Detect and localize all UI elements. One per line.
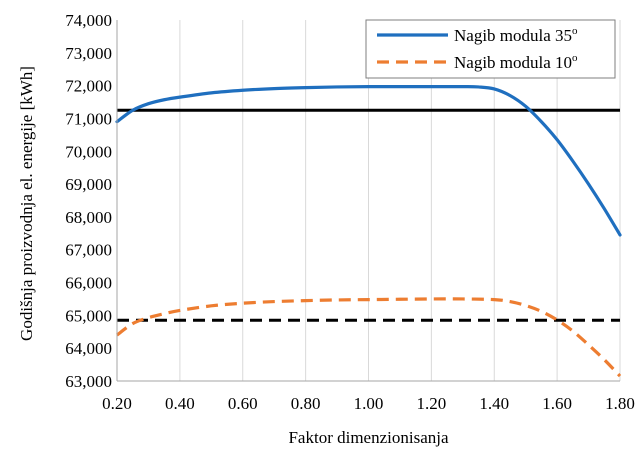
legend-label-series-1: Nagib modula 35o: [454, 25, 578, 45]
y-tick-label: 64,000: [65, 339, 112, 358]
x-tick-label: 1.20: [417, 394, 447, 413]
series-line-2: [116, 297, 622, 378]
legend-label-series-2-name: Nagib modula 10: [454, 53, 572, 72]
y-tick-label: 71,000: [65, 109, 112, 128]
y-tick-label: 67,000: [65, 241, 112, 260]
x-tick-label: 1.00: [354, 394, 384, 413]
y-tick-label: 69,000: [65, 175, 112, 194]
x-tick-label: 0.60: [228, 394, 258, 413]
y-axis-ticks: 63,000 64,000 65,000 66,000 67,000 68,000 69,0…: [65, 11, 112, 391]
reference-lines: [117, 108, 620, 322]
x-tick-label: 0.40: [165, 394, 195, 413]
series-lines: [115, 84, 622, 378]
legend-box: [365, 19, 616, 79]
legend-label-series-2-sup: o: [572, 52, 578, 64]
y-tick-label: 68,000: [65, 208, 112, 227]
x-tick-label: 1.40: [479, 394, 509, 413]
y-tick-label: 66,000: [65, 274, 112, 293]
x-axis-title: Faktor dimenzionisanja: [288, 428, 449, 447]
legend-label-series-1-sup: o: [572, 25, 578, 37]
y-tick-label: 70,000: [65, 142, 112, 161]
y-tick-label: 73,000: [65, 44, 112, 63]
x-tick-label: 1.60: [542, 394, 572, 413]
x-axis-ticks: 0.20 0.40 0.60 0.80 1.00 1.20 1.40 1.60 1.80: [102, 394, 635, 413]
y-tick-label: 63,000: [65, 372, 112, 391]
legend-label-series-2: Nagib modula 10o: [454, 52, 578, 72]
x-tick-label: 0.80: [291, 394, 321, 413]
axes: [116, 20, 620, 382]
legend: Nagib modula 35o Nagib modula 10o: [365, 19, 616, 79]
series-line-1: [115, 84, 622, 237]
x-tick-label: 0.20: [102, 394, 132, 413]
legend-label-series-1-name: Nagib modula 35: [454, 26, 572, 45]
x-tick-label: 1.80: [605, 394, 635, 413]
y-axis-title: Godišnja proizvodnja el. energije [kWh]: [17, 66, 36, 341]
gridlines: [116, 20, 621, 381]
y-tick-label: 65,000: [65, 306, 112, 325]
y-tick-label: 74,000: [65, 11, 112, 30]
y-tick-label: 72,000: [65, 77, 112, 96]
